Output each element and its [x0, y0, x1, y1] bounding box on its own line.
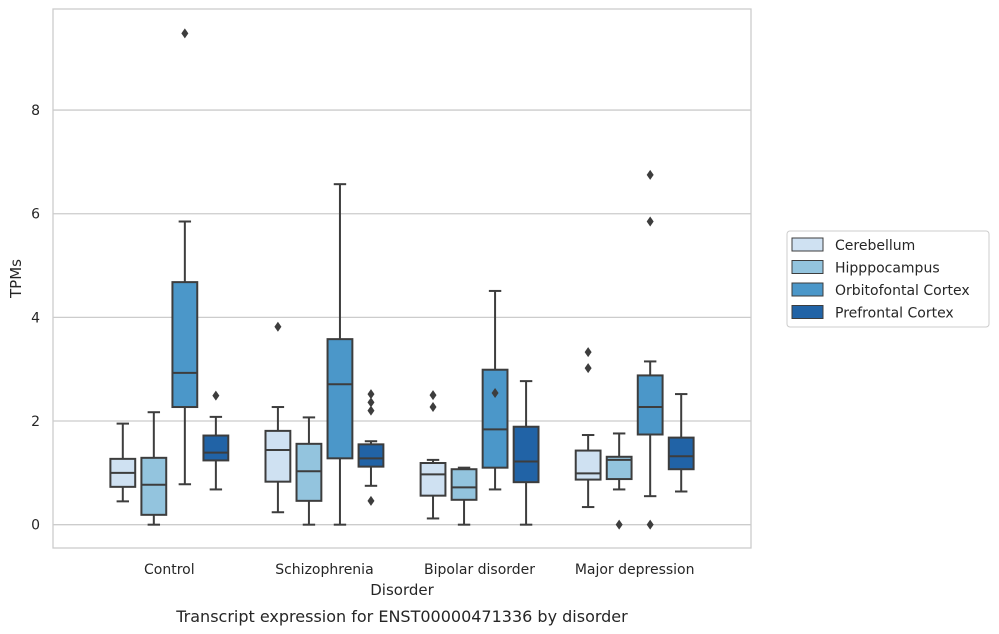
box-0-1 [140, 411, 168, 526]
outlier-point [367, 405, 375, 416]
legend-frame [786, 230, 990, 328]
box-2-3 [512, 380, 540, 526]
box-3-1 [605, 432, 633, 530]
box-2-0 [419, 390, 447, 520]
outlier-point [491, 388, 499, 399]
box-1-1 [295, 416, 323, 526]
legend-swatch [791, 260, 824, 274]
legend-swatch [791, 282, 824, 297]
box-0-2 [171, 28, 199, 486]
iqr-box [605, 455, 633, 481]
iqr-box [326, 338, 354, 460]
legend-label: Cerebellum [835, 238, 915, 254]
outlier-point [367, 397, 375, 408]
box-1-3 [357, 389, 385, 506]
y-tick-label: 2 [31, 414, 40, 430]
outlier-point [584, 363, 592, 374]
iqr-box [574, 449, 602, 481]
box-3-2 [636, 169, 664, 530]
outlier-point [367, 389, 375, 400]
y-tick-label: 6 [31, 207, 40, 223]
x-axis-label: Disorder [370, 581, 434, 599]
y-axis-label: TPMs [7, 259, 25, 299]
iqr-box [295, 442, 323, 502]
x-tick-labels: Control Schizophrenia Bipolar disorder Majo… [144, 562, 694, 578]
iqr-box [171, 281, 199, 409]
iqr-box [140, 456, 168, 516]
legend-label: Prefrontal Cortex [835, 306, 954, 322]
y-gridlines [53, 109, 751, 526]
box-2-1 [450, 466, 478, 526]
legend-swatch [791, 237, 824, 252]
outlier-point [181, 28, 189, 39]
outlier-point [429, 390, 437, 401]
x-tick-label: Control [144, 562, 195, 578]
x-tick-label: Schizophrenia [275, 562, 373, 578]
outlier-point [274, 321, 282, 332]
outlier-point [367, 495, 375, 506]
legend-swatch [791, 305, 824, 319]
x-tick-label: Bipolar disorder [424, 562, 535, 578]
iqr-box [512, 425, 540, 484]
y-tick-label: 8 [31, 103, 40, 119]
legend: Cerebellum Hipppocampus Orbitofontal Corte… [786, 230, 990, 328]
box-1-2 [326, 183, 354, 526]
box-1-0 [264, 321, 292, 514]
x-tick-label: Major depression [575, 562, 695, 578]
box-groups [109, 28, 695, 530]
chart-caption: Transcript expression for ENST0000047133… [175, 607, 628, 626]
box-0-0 [109, 422, 137, 503]
outlier-point [615, 519, 623, 530]
y-tick-label: 0 [31, 518, 40, 534]
outlier-point [429, 402, 437, 413]
outlier-point [584, 347, 592, 358]
iqr-box [357, 443, 385, 468]
legend-label: Hipppocampus [835, 261, 940, 277]
box-0-3 [202, 390, 230, 491]
iqr-box [202, 434, 230, 462]
iqr-box [481, 368, 509, 469]
iqr-box [419, 462, 447, 497]
outlier-point [646, 519, 654, 530]
outlier-point [646, 169, 654, 180]
outlier-point [646, 216, 654, 227]
legend-label: Orbitofontal Cortex [835, 283, 970, 299]
box-2-2 [481, 289, 509, 491]
y-tick-labels: 0 2 4 6 8 [31, 103, 40, 534]
box-3-0 [574, 347, 602, 509]
iqr-box [264, 429, 292, 483]
plot-area-frame [52, 8, 752, 549]
y-tick-label: 4 [31, 310, 40, 326]
iqr-box [667, 436, 695, 471]
iqr-box [636, 374, 664, 436]
outlier-point [212, 390, 220, 401]
iqr-box [450, 468, 478, 501]
box-3-3 [667, 393, 695, 493]
